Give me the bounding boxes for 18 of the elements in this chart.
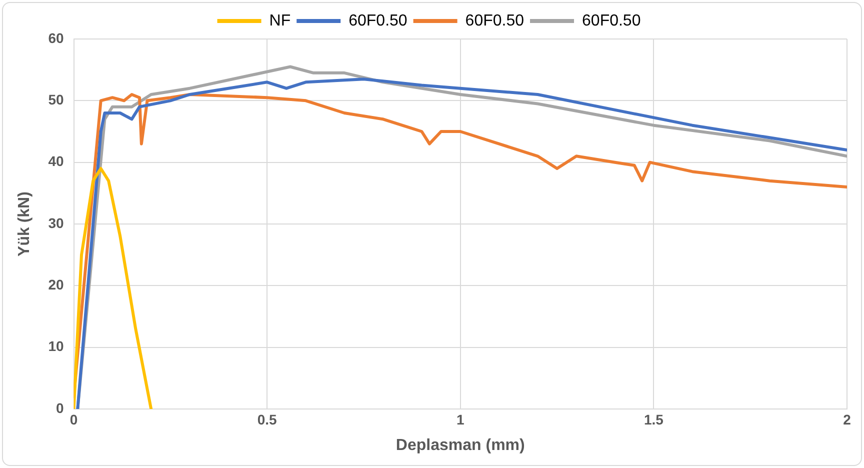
y-tick-label: 20: [48, 276, 64, 293]
y-tick-label: 60: [48, 30, 64, 46]
legend-label: 60F0.50: [582, 12, 641, 30]
legend-label: 60F0.50: [465, 12, 524, 30]
x-tick-label: 1.5: [644, 411, 664, 428]
x-axis-title: Deplasman (mm): [396, 436, 525, 454]
x-tick-label: 1: [456, 411, 464, 428]
y-tick-label: 10: [48, 338, 64, 354]
y-tick-label: 50: [48, 92, 64, 108]
x-tick-label: 0: [70, 411, 78, 428]
legend-label: 60F0.50: [348, 12, 408, 30]
y-axis-title: Yük (kN): [16, 192, 34, 256]
x-tick-label: 0.5: [257, 411, 278, 428]
legend-label: NF: [269, 12, 291, 30]
x-tick-label: 2: [843, 411, 852, 428]
y-tick-label: 0: [56, 400, 64, 416]
y-tick-label: 40: [48, 153, 64, 170]
y-tick-label: 30: [48, 214, 64, 231]
